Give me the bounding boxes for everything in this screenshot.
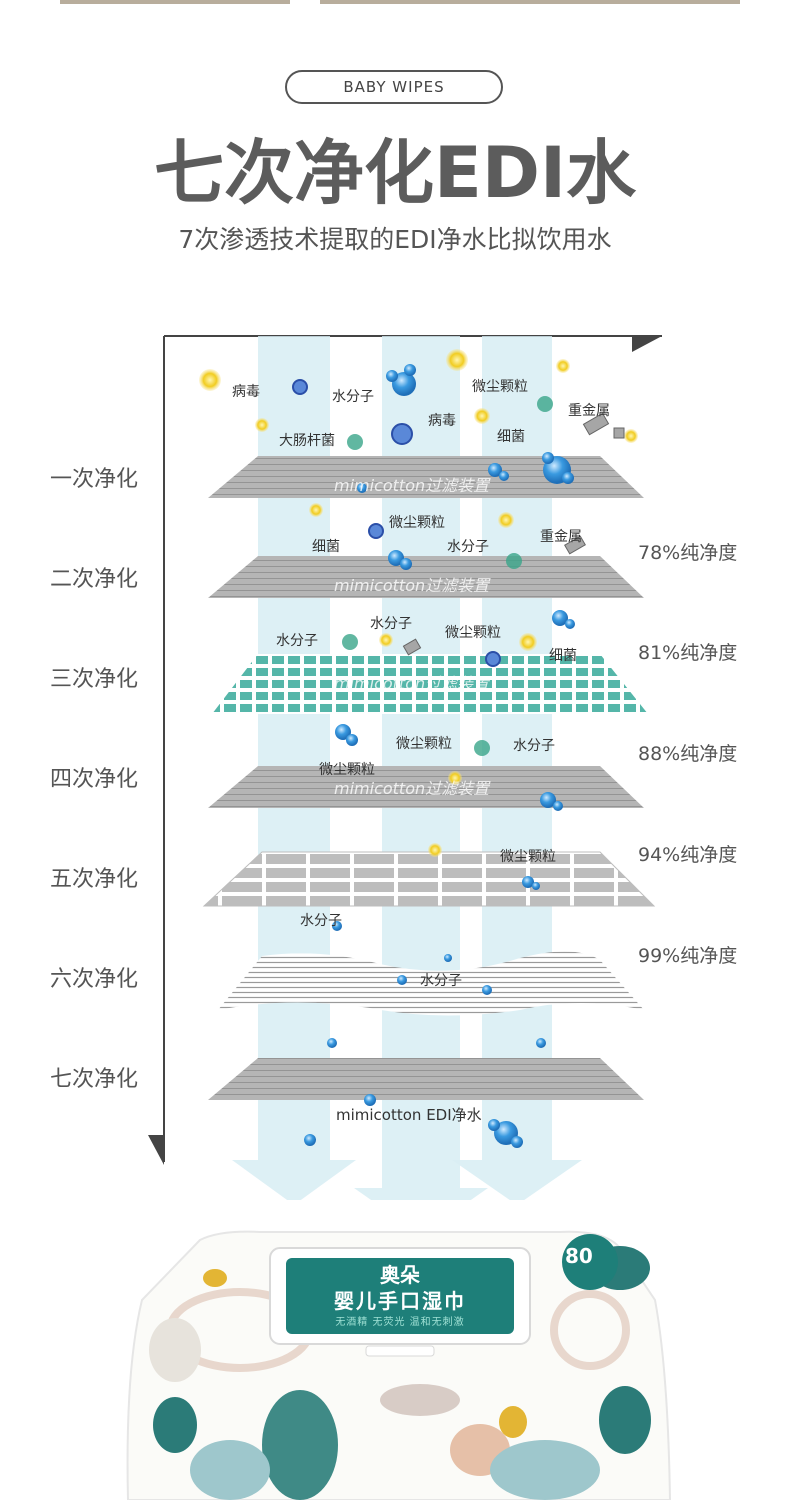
step-3-label: 三次净化 [50,667,139,692]
label-heavy-metal: 重金属 [568,403,610,419]
step-5-label: 五次净化 [50,867,139,892]
purity-label: 88%纯净度 [638,743,738,765]
label-dust: 微尘颗粒 [445,625,501,641]
diagram-graphics [148,335,662,1200]
water-molecules [304,364,575,1148]
step-6-label: 六次净化 [50,967,139,992]
label-dust: 微尘颗粒 [500,849,556,865]
step-4-label: 四次净化 [50,767,139,792]
top-decor-bar [0,0,790,6]
page-title: 七次净化EDI水 [154,132,636,214]
label-water: 水分子 [300,913,342,929]
label-virus: 病毒 [428,413,456,429]
package-graphics [126,1230,672,1500]
page-subtitle: 7次渗透技术提取的EDI净水比拟饮用水 [178,225,612,254]
filter-layer-5 [202,851,656,907]
label-heavy-metal: 重金属 [540,529,582,545]
virus-particles [292,379,501,667]
label-dust: 微尘颗粒 [472,379,528,395]
purity-label: 94%纯净度 [638,844,738,866]
purification-diagram: 病毒 水分子 微尘颗粒 重金属 大肠杆菌 病毒 细菌 微尘颗粒 重金属 细菌 水… [0,320,790,1200]
filter-layer-6 [218,951,644,1016]
filter-device-label: mimicotton过滤装置 [334,476,490,495]
category-pill: BABY WIPES [285,70,503,104]
purity-label: 81%纯净度 [638,642,738,664]
label-water: 水分子 [420,973,462,989]
label-bacteria: 细菌 [497,429,525,445]
step-1-label: 一次净化 [50,467,139,492]
label-dust: 微尘颗粒 [389,515,445,531]
label-dust: 微尘颗粒 [396,736,452,752]
label-ecoli: 大肠杆菌 [279,433,335,449]
label-virus: 病毒 [232,384,260,400]
wipes-package [0,1200,790,1500]
step-7-label: 七次净化 [50,1067,139,1092]
filter-layer-1 [208,456,644,498]
product-name: 婴儿手口湿巾 [334,1289,466,1313]
label-dust: 微尘颗粒 [319,762,375,778]
label-water: 水分子 [370,616,412,632]
filter-device-label: mimicotton过滤装置 [334,779,490,798]
label-bacteria: 细菌 [549,648,577,664]
purity-label: 99%纯净度 [638,945,738,967]
purity-label: 78%纯净度 [638,542,738,564]
label-bacteria: 细菌 [312,539,340,555]
label-water: 水分子 [276,633,318,649]
filter-device-label: mimicotton过滤装置 [334,674,490,693]
label-water: 水分子 [447,539,489,555]
filter-layer-7 [208,1058,644,1100]
filter-device-label: mimicotton过滤装置 [334,576,490,595]
dust-particles [199,349,638,857]
heavy-metal-particles [402,412,625,656]
sheet-count-badge: 80 [565,1244,593,1268]
brand-name: 奥朵 [380,1263,420,1287]
output-water-label: mimicotton EDI净水 [336,1106,482,1124]
filter-layer-3 [212,654,648,714]
product-features: 无酒精 无荧光 温和无刺激 [335,1317,465,1328]
package-label: 奥朵 婴儿手口湿巾 无酒精 无荧光 温和无刺激 [285,1262,515,1332]
bacteria-particles [342,396,553,756]
label-water: 水分子 [513,738,555,754]
filter-layer-2 [208,556,644,598]
filter-layer-4 [208,766,644,808]
step-2-label: 二次净化 [50,567,139,592]
label-water: 水分子 [332,389,374,405]
